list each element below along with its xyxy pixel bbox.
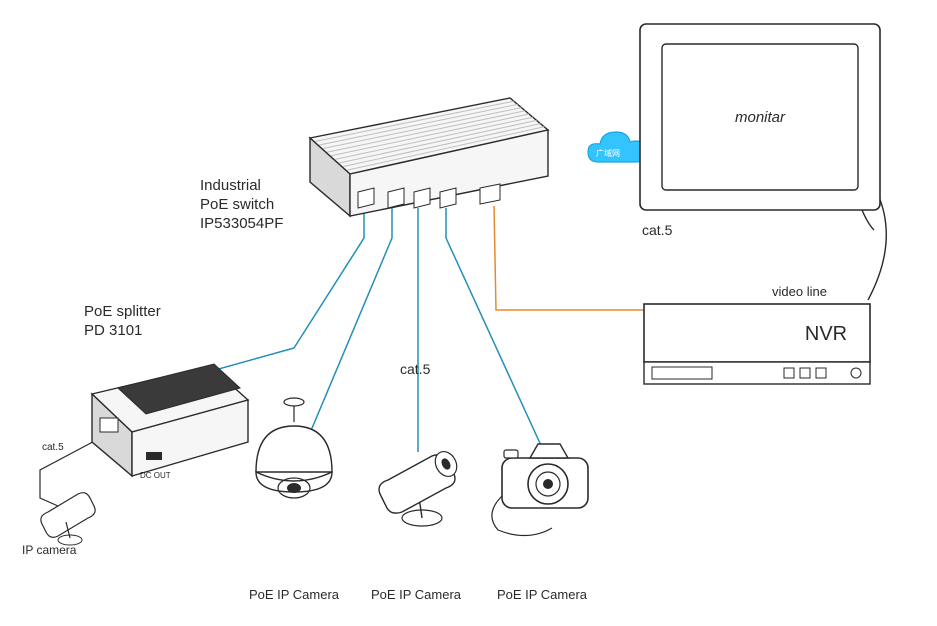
camera-label: PoE IP Camera — [249, 587, 340, 602]
switch-port-icon — [388, 188, 404, 208]
switch-port-icon — [358, 188, 374, 208]
nvr-label: NVR — [805, 323, 847, 345]
switch-label: Industrial — [200, 177, 261, 194]
wan-cloud-icon: 广域网 — [588, 132, 647, 162]
switch-label: IP533054PF — [200, 215, 283, 232]
cloud-label: 广域网 — [596, 148, 620, 158]
switch-label: PoE switch — [200, 196, 274, 213]
camera-label: PoE IP Camera — [371, 587, 462, 602]
cat5-cable — [302, 208, 392, 452]
poe-splitter-device — [92, 364, 248, 476]
monitor-cable-label: cat.5 — [642, 222, 673, 238]
network-topology-diagram: 广域网 monitar NVR Industrial PoE switch IP53… — [0, 0, 937, 621]
ip-camera-icon — [41, 493, 95, 545]
splitter-dc-jack-icon — [146, 452, 162, 460]
switch-port-icon — [414, 188, 430, 208]
splitter-label: PoE splitter — [84, 303, 161, 320]
switch-uplink-port-icon — [480, 184, 500, 204]
cat5-cable — [294, 208, 364, 348]
monitor-label: monitar — [735, 109, 786, 126]
splitter-cat5-label: cat.5 — [42, 442, 64, 453]
poe-switch — [310, 98, 548, 216]
dslr-camera-icon — [492, 444, 588, 536]
cat5-label: cat.5 — [400, 361, 431, 377]
switch-port-icon — [440, 188, 456, 208]
uplink-cable — [494, 206, 646, 310]
ip-camera-label: IP camera — [22, 543, 77, 557]
splitter-dc-label: DC OUT — [140, 471, 171, 480]
video-line-label: video line — [772, 284, 827, 299]
splitter-port-icon — [100, 418, 118, 432]
splitter-label: PD 3101 — [84, 322, 142, 339]
monitor-device: monitar — [640, 24, 880, 230]
dome-camera-icon — [256, 398, 332, 498]
nvr-device: NVR — [644, 304, 870, 384]
camera-label: PoE IP Camera — [497, 587, 588, 602]
bullet-camera-icon — [379, 448, 461, 526]
